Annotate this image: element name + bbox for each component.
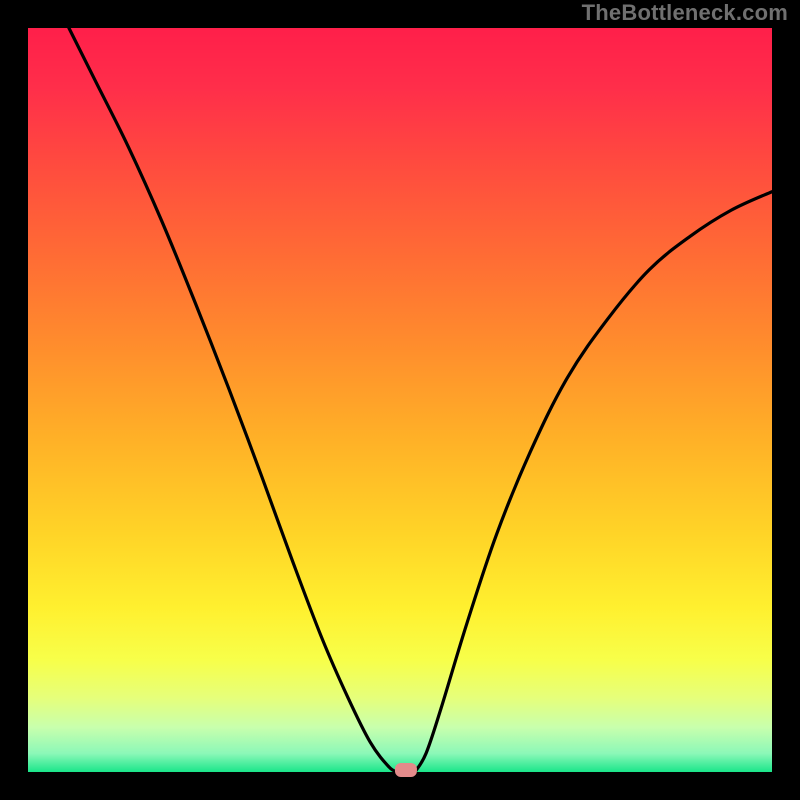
optimal-point-marker (395, 763, 417, 777)
chart-frame: TheBottleneck.com (0, 0, 800, 800)
plot-background (28, 28, 772, 772)
bottleneck-curve-chart (0, 0, 800, 800)
watermark-text: TheBottleneck.com (582, 0, 788, 26)
